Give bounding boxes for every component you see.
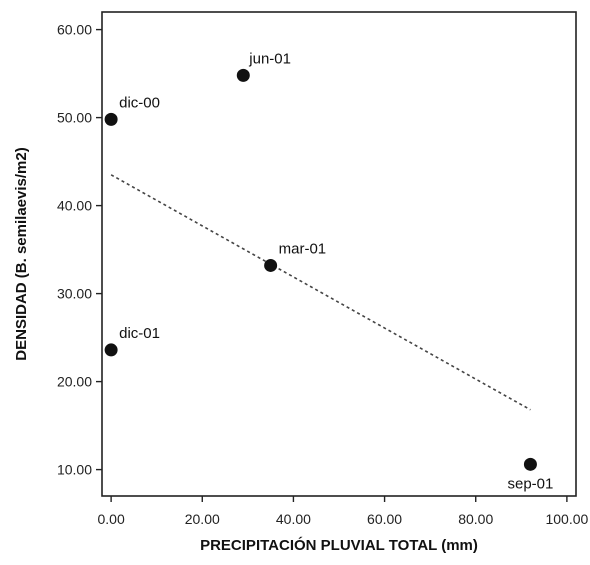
y-tick-label: 60.00 xyxy=(57,22,92,38)
data-point xyxy=(104,112,118,126)
x-tick-label: 40.00 xyxy=(276,511,311,527)
y-tick-label: 20.00 xyxy=(57,374,92,390)
y-tick-label: 50.00 xyxy=(57,110,92,126)
data-point xyxy=(264,258,278,272)
x-tick-label: 80.00 xyxy=(458,511,493,527)
x-axis-title: PRECIPITACIÓN PLUVIAL TOTAL (mm) xyxy=(200,536,478,554)
x-tick-label: 0.00 xyxy=(97,511,124,527)
y-axis-title: DENSIDAD (B. semilaevis/m2) xyxy=(13,147,30,360)
data-point-label: dic-01 xyxy=(119,325,160,342)
data-point xyxy=(104,343,118,357)
x-tick-label: 60.00 xyxy=(367,511,402,527)
x-axis: 0.00 20.00 40.00 60.00 80.00 100.00 xyxy=(97,496,589,527)
data-point-label: jun-01 xyxy=(248,50,291,67)
trendline xyxy=(110,174,531,411)
y-tick-label: 40.00 xyxy=(57,198,92,214)
data-point xyxy=(236,68,250,82)
x-tick-label: 20.00 xyxy=(185,511,220,527)
y-axis: 10.00 20.00 30.00 40.00 50.00 60.00 xyxy=(57,22,102,478)
x-tick-label: 100.00 xyxy=(545,511,588,527)
data-point-label: sep-01 xyxy=(507,475,553,492)
data-points: dic-00 jun-01 mar-01 dic-01 sep-01 xyxy=(104,50,553,492)
plot-frame xyxy=(101,11,577,497)
data-point-label: mar-01 xyxy=(279,240,327,257)
y-tick-label: 30.00 xyxy=(57,286,92,302)
y-tick-label: 10.00 xyxy=(57,462,92,478)
data-point-label: dic-00 xyxy=(119,94,160,111)
data-point xyxy=(523,457,537,471)
